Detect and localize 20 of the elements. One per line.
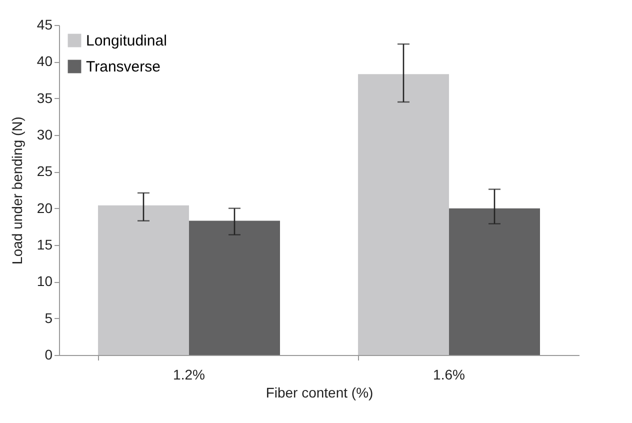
bar <box>98 205 189 355</box>
y-tick-label: 20 <box>36 200 53 216</box>
y-tick-label: 45 <box>36 16 53 32</box>
y-tick-label: 30 <box>36 126 53 142</box>
x-tick-label: 1.2% <box>173 366 205 382</box>
y-tick-label: 40 <box>36 53 53 70</box>
y-axis-title: Load under bending (N) <box>8 116 25 264</box>
y-tick-label: 15 <box>36 236 53 252</box>
y-tick-label: 0 <box>44 346 53 362</box>
bar <box>358 74 449 355</box>
x-axis-title: Fiber content (%) <box>266 384 374 400</box>
y-tick-label: 35 <box>36 90 53 106</box>
y-tick-label: 10 <box>36 273 53 290</box>
y-tick-label: 25 <box>36 163 53 180</box>
bar <box>449 208 540 355</box>
legend-label: Transverse <box>86 58 160 76</box>
x-tick-label: 1.6% <box>433 366 465 382</box>
legend-label: Longitudinal <box>86 32 167 50</box>
bar <box>189 220 280 355</box>
y-tick-label: 5 <box>44 310 53 326</box>
